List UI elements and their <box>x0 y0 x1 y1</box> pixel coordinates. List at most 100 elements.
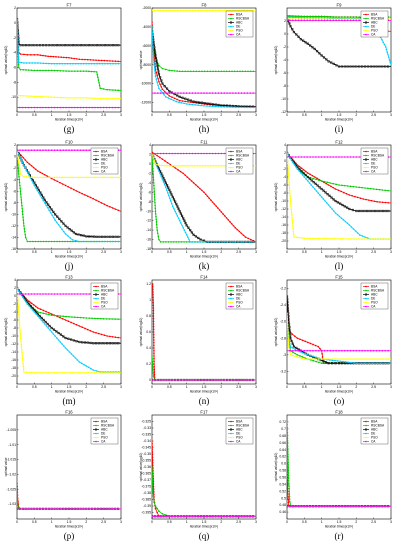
series-point-2 <box>311 46 314 49</box>
series-point-3 <box>352 228 355 230</box>
series-point-0 <box>220 211 223 213</box>
series-point-4 <box>171 165 174 167</box>
series-point-5 <box>59 106 62 109</box>
series-point-1 <box>152 366 154 369</box>
series-point-4 <box>323 237 326 240</box>
series-point-0 <box>304 170 307 173</box>
series-point-5 <box>76 106 79 109</box>
legend-label: BSA <box>236 150 243 154</box>
series-point-5 <box>358 19 361 22</box>
series-point-4 <box>77 372 80 374</box>
series-point-4 <box>339 358 342 360</box>
x-tick-label: 2.5 <box>371 250 376 254</box>
series-point-1 <box>315 178 317 181</box>
series-point-4 <box>165 9 168 12</box>
series-point-4 <box>384 358 387 360</box>
series-point-1 <box>37 311 39 313</box>
series-point-5 <box>211 515 214 518</box>
chart-title: F16 <box>65 410 73 415</box>
x-tick-label: 1 <box>186 250 188 254</box>
series-point-0 <box>300 167 303 169</box>
y-tick-label: -6 <box>283 183 286 187</box>
series-point-0 <box>100 202 103 204</box>
series-point-2 <box>86 341 89 344</box>
x-axis-label: iteration times(x10³) <box>325 390 353 394</box>
series-point-5 <box>349 19 352 22</box>
series-point-1 <box>45 313 47 315</box>
series-point-3 <box>159 172 161 175</box>
series-point-2 <box>66 226 69 229</box>
legend-label: RSCBSA <box>371 424 385 428</box>
series-point-0 <box>287 496 289 498</box>
series-point-0 <box>153 344 155 347</box>
y-tick-label: -4 <box>283 58 286 62</box>
y-axis-label: optimal value(log10) <box>139 183 143 212</box>
series-point-2 <box>178 95 181 98</box>
series-point-1 <box>162 241 165 243</box>
series-point-4 <box>117 176 120 179</box>
series-point-3 <box>19 291 21 294</box>
series-point-0 <box>224 215 226 217</box>
series-point-0 <box>153 373 156 376</box>
legend-label: DE <box>371 432 375 436</box>
series-point-2 <box>109 235 112 238</box>
series-point-3 <box>49 211 52 214</box>
series-point-1 <box>288 482 290 485</box>
series-point-4 <box>347 238 350 240</box>
series-point-4 <box>165 164 168 167</box>
plot-area <box>17 18 121 109</box>
series-point-0 <box>213 203 216 205</box>
series-point-0 <box>152 442 153 445</box>
legend-marker <box>365 166 367 169</box>
series-point-0 <box>184 100 187 103</box>
series-point-2 <box>39 44 42 47</box>
series-point-1 <box>53 69 56 72</box>
series-point-5 <box>59 149 62 151</box>
series-point-5 <box>85 106 88 109</box>
series-point-5 <box>162 515 165 518</box>
series-point-2 <box>343 65 346 68</box>
series-point-3 <box>220 106 223 108</box>
series-point-1 <box>175 241 178 243</box>
series-point-4 <box>62 96 65 99</box>
series-point-4 <box>17 295 19 297</box>
series-point-2 <box>97 342 100 345</box>
series-point-2 <box>340 362 343 365</box>
series-point-1 <box>21 204 23 207</box>
series-point-1 <box>97 317 99 320</box>
series-point-5 <box>182 92 185 94</box>
series-point-2 <box>310 179 313 182</box>
series-point-4 <box>287 326 289 328</box>
series-point-5 <box>346 156 349 158</box>
series-point-3 <box>323 17 326 19</box>
series-point-0 <box>86 328 89 331</box>
series-point-5 <box>85 149 88 151</box>
series-point-2 <box>308 177 311 180</box>
y-tick-label: -4 <box>13 178 16 182</box>
series-point-3 <box>33 311 36 313</box>
series-point-5 <box>53 106 56 109</box>
series-point-2 <box>75 340 78 343</box>
series-point-3 <box>76 359 79 361</box>
legend-marker <box>229 428 232 431</box>
legend-marker <box>230 432 232 435</box>
series-point-0 <box>196 185 199 188</box>
series-point-3 <box>95 370 98 372</box>
series-point-1 <box>24 230 26 233</box>
series-point-2 <box>304 41 307 44</box>
series-point-2 <box>183 219 186 222</box>
series-point-2 <box>312 181 315 184</box>
y-tick-label: 0.64 <box>279 448 286 452</box>
series-point-4 <box>188 9 191 12</box>
series-point-2 <box>87 44 91 47</box>
series-point-3 <box>191 103 194 106</box>
series-point-5 <box>332 349 335 352</box>
series-point-2 <box>299 38 302 41</box>
series-point-1 <box>17 491 18 494</box>
series-point-3 <box>188 238 190 241</box>
series-point-5 <box>323 349 326 352</box>
series-point-2 <box>168 90 171 93</box>
